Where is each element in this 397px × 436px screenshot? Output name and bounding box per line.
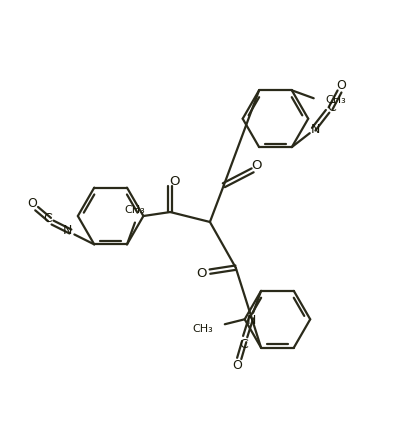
Text: O: O <box>169 175 179 188</box>
Text: O: O <box>232 359 242 372</box>
Text: O: O <box>251 159 262 172</box>
Text: N: N <box>63 224 72 237</box>
Text: O: O <box>197 267 207 280</box>
Text: O: O <box>28 197 38 210</box>
Text: C: C <box>327 101 336 114</box>
Text: CH₃: CH₃ <box>326 95 346 105</box>
Text: N: N <box>247 314 256 327</box>
Text: N: N <box>311 123 320 136</box>
Text: C: C <box>239 338 248 351</box>
Text: CH₃: CH₃ <box>192 324 213 334</box>
Text: O: O <box>337 79 347 92</box>
Text: C: C <box>43 212 52 225</box>
Text: CH₃: CH₃ <box>125 204 145 215</box>
